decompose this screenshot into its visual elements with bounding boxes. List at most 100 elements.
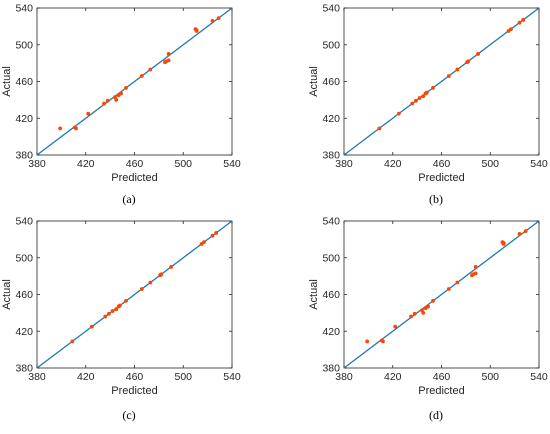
data-point bbox=[421, 94, 426, 99]
data-point bbox=[381, 339, 385, 344]
y-tick-label: 500 bbox=[322, 39, 340, 51]
data-point bbox=[473, 271, 478, 276]
y-axis-label: Actual bbox=[308, 66, 320, 97]
x-tick-label: 420 bbox=[77, 158, 95, 170]
y-tick-label: 540 bbox=[15, 216, 33, 228]
x-tick-label: 500 bbox=[481, 158, 499, 170]
data-point bbox=[70, 339, 75, 344]
y-tick-label: 420 bbox=[15, 326, 33, 338]
reference-line bbox=[343, 220, 540, 369]
data-point bbox=[365, 339, 370, 344]
y-tick-label: 420 bbox=[15, 113, 33, 125]
y-tick-label: 380 bbox=[15, 150, 33, 162]
data-point bbox=[86, 111, 91, 116]
data-point bbox=[424, 90, 429, 95]
data-point bbox=[523, 229, 528, 234]
data-point bbox=[148, 280, 153, 285]
x-tick-label: 540 bbox=[530, 371, 548, 383]
data-point bbox=[501, 242, 506, 246]
data-point bbox=[473, 265, 478, 269]
data-point bbox=[114, 97, 119, 102]
data-point bbox=[148, 67, 153, 72]
y-tick-label: 420 bbox=[322, 113, 340, 125]
data-point bbox=[107, 311, 111, 316]
data-point bbox=[431, 86, 435, 90]
data-point bbox=[139, 287, 144, 291]
panel-label-a: (a) bbox=[122, 192, 136, 206]
x-tick-label: 500 bbox=[174, 158, 192, 170]
data-point bbox=[409, 314, 413, 319]
data-point bbox=[421, 310, 426, 315]
y-tick-label: 380 bbox=[322, 150, 340, 162]
panel-label-d: (d) bbox=[429, 408, 443, 422]
data-point bbox=[105, 98, 110, 103]
scatter-panel-c: 380 420 460 500 540 380 420 460 500 540 Predicted A… bbox=[1, 216, 241, 398]
x-tick-label: 540 bbox=[530, 158, 548, 170]
x-axis-label: Predicted bbox=[111, 385, 157, 397]
x-tick-label: 500 bbox=[174, 371, 192, 383]
y-tick-label: 460 bbox=[15, 76, 33, 88]
y-tick-label: 500 bbox=[15, 252, 33, 264]
x-tick-label: 380 bbox=[28, 371, 46, 383]
data-point bbox=[414, 98, 418, 103]
scatter-panel-a: 380 420 460 500 540 380 420 460 500 540 Predicted A… bbox=[1, 3, 241, 185]
data-point bbox=[139, 74, 144, 78]
x-axis-label: Predicted bbox=[111, 172, 157, 184]
data-point bbox=[124, 86, 128, 90]
x-tick-label: 500 bbox=[481, 371, 499, 383]
data-point bbox=[377, 126, 382, 131]
data-point bbox=[89, 324, 94, 329]
x-tick-label: 460 bbox=[126, 371, 144, 383]
reference-line bbox=[36, 220, 233, 369]
x-tick-label: 540 bbox=[223, 371, 241, 383]
data-point bbox=[214, 231, 219, 235]
data-point bbox=[194, 29, 199, 33]
x-tick-label: 380 bbox=[28, 158, 46, 170]
data-point bbox=[517, 20, 522, 25]
y-tick-label: 420 bbox=[322, 326, 340, 338]
data-point bbox=[119, 91, 123, 96]
y-tick-label: 460 bbox=[322, 289, 340, 301]
x-tick-label: 420 bbox=[384, 158, 402, 170]
data-point bbox=[521, 18, 526, 22]
y-axis-label: Actual bbox=[1, 279, 13, 310]
x-tick-label: 460 bbox=[433, 158, 451, 170]
scatter-panel-b: 380 420 460 500 540 380 420 460 500 540 Predicted A… bbox=[308, 3, 548, 185]
x-tick-label: 420 bbox=[384, 371, 402, 383]
data-point bbox=[117, 303, 122, 308]
x-axis-label: Predicted bbox=[418, 172, 464, 184]
y-tick-label: 380 bbox=[15, 363, 33, 375]
data-point bbox=[446, 287, 451, 291]
data-point bbox=[431, 299, 435, 303]
data-point bbox=[426, 304, 430, 309]
data-point bbox=[417, 96, 422, 100]
x-tick-label: 460 bbox=[433, 371, 451, 383]
x-tick-label: 420 bbox=[77, 371, 95, 383]
reference-line bbox=[36, 7, 233, 156]
data-point bbox=[103, 314, 108, 319]
x-tick-label: 540 bbox=[223, 158, 241, 170]
data-point bbox=[210, 18, 215, 23]
data-point bbox=[216, 16, 221, 21]
data-point bbox=[202, 240, 206, 245]
y-tick-label: 460 bbox=[15, 289, 33, 301]
data-point bbox=[410, 101, 415, 106]
data-point bbox=[455, 67, 460, 72]
y-tick-label: 540 bbox=[322, 3, 340, 15]
data-point bbox=[102, 101, 106, 106]
data-point bbox=[455, 280, 460, 285]
data-point bbox=[166, 58, 171, 63]
y-axis-label: Actual bbox=[308, 279, 320, 310]
data-point bbox=[169, 265, 173, 269]
data-point bbox=[210, 233, 215, 238]
data-point bbox=[393, 324, 398, 329]
x-axis-label: Predicted bbox=[418, 385, 464, 397]
y-tick-label: 380 bbox=[322, 363, 340, 375]
data-point bbox=[74, 126, 78, 131]
data-point bbox=[396, 111, 401, 116]
x-tick-label: 380 bbox=[335, 371, 353, 383]
y-tick-label: 540 bbox=[15, 3, 33, 15]
data-point bbox=[446, 74, 451, 78]
data-point bbox=[124, 299, 128, 303]
